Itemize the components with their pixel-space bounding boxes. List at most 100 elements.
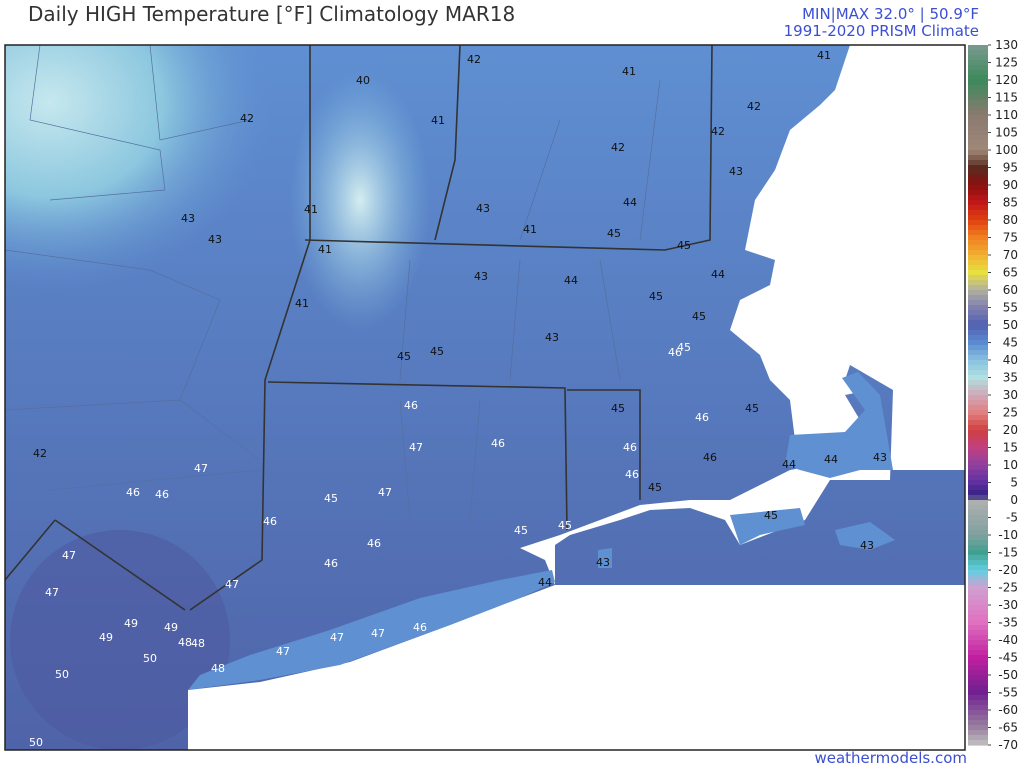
colorbar-label: 5 [1010,476,1018,490]
colorbar-label: 95 [1003,161,1018,175]
temperature-label: 49 [99,631,113,644]
colorbar-swatch [968,180,988,186]
colorbar-swatch [968,595,988,601]
colorbar-label: -65 [998,721,1018,735]
colorbar-swatch [968,540,988,546]
colorbar-swatch [968,710,988,716]
temperature-label: 42 [467,53,481,66]
colorbar-label: 125 [995,56,1018,70]
colorbar-swatch [968,610,988,616]
temperature-label: 45 [677,341,691,354]
colorbar-swatch [968,375,988,381]
temperature-label: 47 [371,627,385,640]
colorbar-label: -40 [998,633,1018,647]
temperature-label: 49 [124,617,138,630]
colorbar-swatch [968,575,988,581]
colorbar-swatch [968,660,988,666]
colorbar-swatch [968,415,988,421]
cool-area [290,70,430,330]
colorbar-label: 120 [995,73,1018,87]
colorbar-label: -50 [998,668,1018,682]
colorbar-swatch [968,725,988,731]
temperature-label: 43 [476,202,490,215]
temperature-label: 46 [695,411,709,424]
temperature-label: 44 [711,268,725,281]
colorbar-swatch [968,105,988,111]
colorbar-swatch [968,235,988,241]
colorbar-label: -60 [998,703,1018,717]
colorbar-swatch [968,215,988,221]
colorbar-swatch [968,175,988,181]
colorbar-swatch [968,95,988,101]
colorbar-swatch [968,350,988,356]
colorbar-swatch [968,250,988,256]
colorbar-swatch [968,390,988,396]
colorbar-swatch [968,285,988,291]
colorbar-label: -45 [998,651,1018,665]
colorbar-swatch [968,295,988,301]
colorbar-label: 20 [1003,423,1018,437]
colorbar-swatch [968,325,988,331]
temperature-label: 43 [873,451,887,464]
colorbar-swatch [968,305,988,311]
temperature-label: 47 [330,631,344,644]
temperature-label: 50 [143,652,157,665]
colorbar-swatch [968,320,988,326]
temperature-label: 43 [729,165,743,178]
colorbar-swatch [968,405,988,411]
colorbar-swatch [968,70,988,76]
colorbar-swatch [968,645,988,651]
colorbar-swatch [968,685,988,691]
temperature-label: 46 [703,451,717,464]
temperature-label: 45 [514,524,528,537]
colorbar-swatch [968,395,988,401]
colorbar-label: 85 [1003,196,1018,210]
colorbar-label: 55 [1003,301,1018,315]
island [835,522,895,550]
temperature-label: 41 [817,49,831,62]
colorbar-swatch [968,280,988,286]
temperature-label: 40 [356,74,370,87]
temperature-label: 47 [194,462,208,475]
colorbar-swatch [968,140,988,146]
minmax: MIN|MAX 32.0° | 50.9°F [802,5,979,23]
temperature-label: 47 [378,486,392,499]
colorbar-swatch [968,310,988,316]
colorbar-swatch [968,525,988,531]
temperature-label: 45 [430,345,444,358]
colorbar-swatch [968,265,988,271]
colorbar-swatch [968,210,988,216]
temperature-label: 46 [623,441,637,454]
colorbar-swatch [968,620,988,626]
temperature-label: 50 [55,668,69,681]
temperature-label: 46 [491,437,505,450]
colorbar-swatch [968,435,988,441]
colorbar-swatch [968,430,988,436]
colorbar-swatch [968,385,988,391]
colorbar-swatch [968,680,988,686]
colorbar-swatch [968,635,988,641]
island [730,508,805,545]
temperature-label: 46 [625,468,639,481]
colorbar-swatch [968,365,988,371]
colorbar-swatch [968,580,988,586]
temperature-label: 42 [611,141,625,154]
colorbar-swatch [968,565,988,571]
cape-cod [785,372,893,478]
temperature-label: 42 [33,447,47,460]
colorbar-label: 0 [1010,493,1018,507]
colorbar-swatch [968,665,988,671]
colorbar-swatch [968,480,988,486]
temperature-label: 46 [367,537,381,550]
colorbar-swatch [968,75,988,81]
colorbar-swatch [968,630,988,636]
colorbar-swatch [968,425,988,431]
colorbar-swatch [968,675,988,681]
colorbar-label: -30 [998,598,1018,612]
temperature-label: 48 [178,636,192,649]
map-frame [4,44,966,751]
colorbar-swatch [968,90,988,96]
colorbar-swatch [968,740,988,746]
colorbar-swatch [968,160,988,166]
temperature-label: 45 [397,350,411,363]
